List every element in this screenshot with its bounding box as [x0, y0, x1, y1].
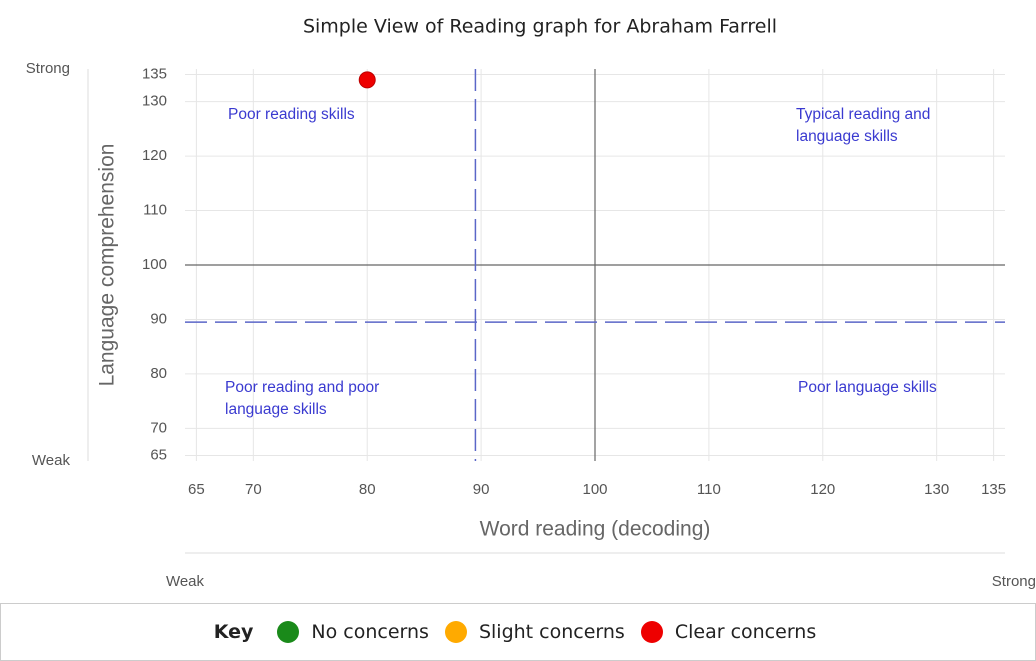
y-scale-label: Weak: [32, 452, 71, 469]
legend-swatch: [444, 621, 467, 643]
legend: Key No concerns Slight concerns Clear conc…: [0, 603, 1036, 661]
y-tick-label: 130: [142, 93, 167, 110]
x-tick-label: 130: [924, 481, 949, 498]
legend-swatch: [277, 621, 300, 643]
x-tick-label: 100: [582, 481, 607, 498]
x-axis-label: Word reading (decoding): [480, 518, 711, 541]
annotation: Poor reading skills: [228, 106, 355, 123]
chart: Simple View of Reading graph for Abraham…: [26, 16, 1036, 590]
x-tick-label: 120: [810, 481, 835, 498]
x-tick-label: 90: [473, 481, 490, 498]
annotation: Typical reading and language skills: [796, 106, 931, 145]
chart-title: Simple View of Reading graph for Abraham…: [303, 16, 777, 38]
legend-title: Key: [213, 621, 254, 643]
legend-label: No concerns: [311, 621, 429, 643]
x-scale-label: Weak: [166, 573, 205, 590]
x-tick-label: 135: [981, 481, 1006, 498]
annotation: Poor reading and poor language skills: [225, 379, 380, 418]
y-axis-label: Language comprehension: [96, 144, 119, 387]
x-tick-label: 80: [359, 481, 376, 498]
y-scale-label: Strong: [26, 60, 70, 77]
y-tick-label: 65: [150, 447, 167, 464]
legend-label: Slight concerns: [478, 621, 625, 643]
legend-item: Slight concerns: [435, 621, 625, 643]
legend-label: Clear concerns: [674, 621, 817, 643]
x-tick-label: 65: [188, 481, 205, 498]
y-tick-label: 80: [150, 365, 167, 382]
x-tick-label: 110: [697, 481, 721, 498]
legend-item: No concerns: [267, 621, 429, 643]
y-tick-label: 120: [142, 147, 167, 164]
y-tick-label: 110: [143, 202, 167, 219]
point: [358, 71, 376, 89]
x-tick-label: 70: [245, 481, 262, 498]
legend-swatch: [640, 621, 663, 643]
y-tick-label: 100: [142, 256, 167, 273]
y-tick-label: 90: [150, 310, 167, 327]
annotation: Poor language skills: [798, 379, 937, 396]
y-tick-label: 135: [142, 65, 167, 82]
legend-item: Clear concerns: [631, 621, 816, 643]
x-scale-label: Strong: [992, 573, 1036, 590]
y-tick-label: 70: [150, 419, 167, 436]
